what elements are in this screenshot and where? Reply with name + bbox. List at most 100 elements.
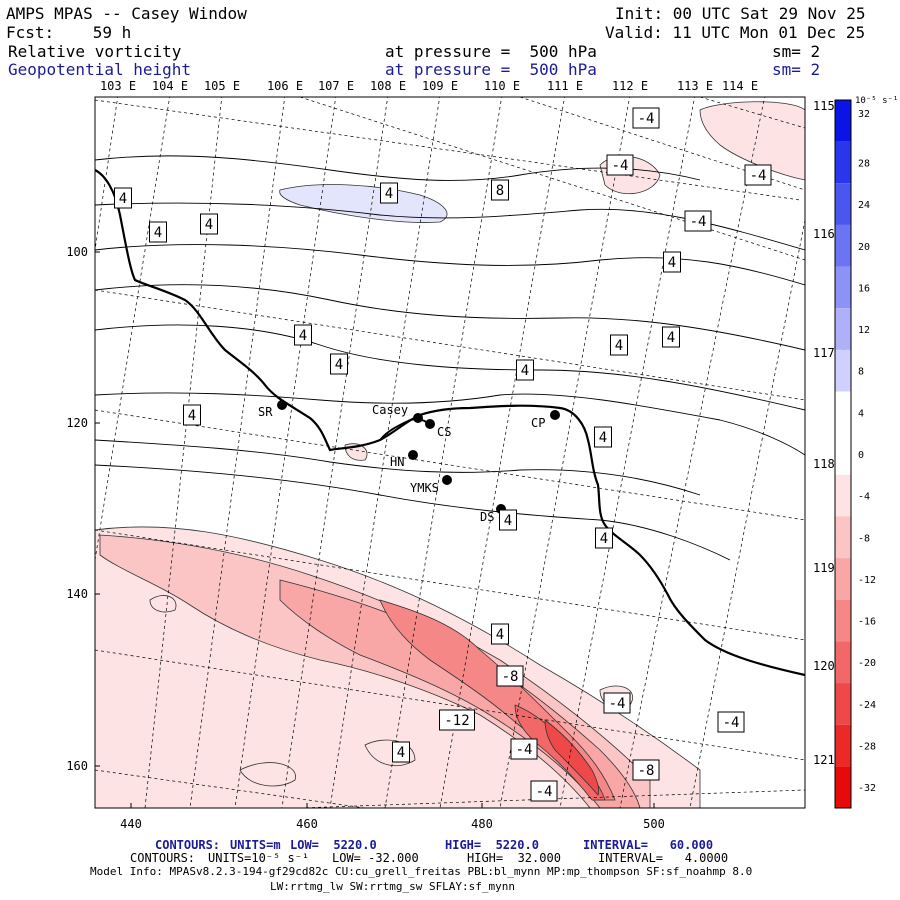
svg-text:4: 4 bbox=[335, 357, 343, 373]
colorbar-tick: -12 bbox=[858, 575, 876, 586]
coastline bbox=[95, 169, 805, 677]
colorbar: 32 28 24 20 16 12 8 4 0 -4 -8 -12 -16 -20 -24 -28 -32 bbox=[834, 99, 876, 809]
contour-label: 4 bbox=[491, 623, 509, 645]
colorbar-tick: 24 bbox=[858, 200, 870, 211]
colorbar-swatch bbox=[835, 516, 851, 559]
footer-c1-high: HIGH= 5220.0 bbox=[445, 838, 539, 852]
colorbar-swatch bbox=[835, 183, 851, 225]
svg-text:4: 4 bbox=[504, 513, 512, 529]
vorticity-fill-neg24 bbox=[544, 719, 600, 796]
top-lon-label: 107 E bbox=[318, 79, 354, 93]
colorbar-swatch bbox=[835, 683, 851, 725]
colorbar-swatch bbox=[835, 100, 851, 142]
plot-area bbox=[95, 97, 805, 808]
station-label-ymks: YMKS bbox=[410, 481, 439, 495]
colorbar-swatch bbox=[835, 266, 851, 309]
contour-label: -4 bbox=[684, 210, 712, 232]
footer-c2-interval: INTERVAL= 4.0000 bbox=[598, 851, 729, 865]
station-label-ds: DS bbox=[480, 510, 494, 524]
svg-text:4: 4 bbox=[521, 363, 529, 379]
contour-label: 4 bbox=[149, 221, 167, 243]
colorbar-swatch bbox=[835, 308, 851, 350]
svg-text:-4: -4 bbox=[612, 158, 629, 174]
contour-label: 4 bbox=[330, 353, 348, 375]
colorbar-swatch bbox=[835, 766, 851, 808]
left-axis-label: 100 bbox=[66, 245, 88, 259]
colorbar-swatch bbox=[835, 349, 851, 392]
station-label-casey: Casey bbox=[372, 403, 408, 417]
svg-text:4: 4 bbox=[496, 627, 504, 643]
colorbar-tick: -8 bbox=[858, 533, 870, 544]
top-lon-label: 104 E bbox=[152, 79, 188, 93]
colorbar-tick: 8 bbox=[858, 367, 864, 378]
svg-text:-4: -4 bbox=[638, 111, 655, 127]
contour-label: 4 bbox=[380, 182, 398, 204]
colorbar-tick: 4 bbox=[858, 408, 864, 419]
bottom-axis-label: 500 bbox=[643, 817, 665, 831]
contour-label: -4 bbox=[510, 738, 538, 760]
contour-label: 4 bbox=[200, 213, 218, 235]
station-dot-ymks bbox=[442, 475, 452, 485]
svg-text:4: 4 bbox=[205, 217, 213, 233]
bottom-axis-label: 480 bbox=[471, 817, 493, 831]
vorticity-fill-neg8 bbox=[99, 534, 651, 808]
svg-text:4: 4 bbox=[154, 225, 162, 241]
svg-text:-4: -4 bbox=[516, 742, 533, 758]
top-lon-label: 103 E bbox=[100, 79, 136, 93]
contour-label: 4 bbox=[610, 334, 628, 356]
contour-label: 4 bbox=[663, 251, 681, 273]
station-label-cp: CP bbox=[531, 416, 545, 430]
top-lon-label: 114 E bbox=[722, 79, 758, 93]
colorbar-tick: -4 bbox=[858, 492, 870, 503]
contour-label: -4 bbox=[744, 164, 772, 186]
svg-text:4: 4 bbox=[668, 255, 676, 271]
top-lon-label: 110 E bbox=[484, 79, 520, 93]
svg-text:4: 4 bbox=[119, 191, 127, 207]
colorbar-tick: -32 bbox=[858, 783, 876, 794]
svg-text:-8: -8 bbox=[638, 763, 655, 779]
svg-text:4: 4 bbox=[188, 408, 196, 424]
svg-text:-8: -8 bbox=[502, 669, 519, 685]
svg-text:4: 4 bbox=[600, 531, 608, 547]
footer-c2-units: UNITS=10⁻⁵ s⁻¹ bbox=[208, 851, 310, 865]
top-lon-label: 112 E bbox=[612, 79, 648, 93]
footer-c2-label: CONTOURS: bbox=[130, 851, 196, 865]
contour-label: 4 bbox=[595, 527, 613, 549]
colorbar-swatch bbox=[835, 599, 851, 642]
colorbar-swatch bbox=[835, 558, 851, 600]
contour-label: -8 bbox=[496, 665, 524, 687]
field1-level: at pressure = 500 hPa bbox=[385, 42, 597, 61]
valid-time: Valid: 11 UTC Mon 01 Dec 25 bbox=[605, 23, 866, 42]
left-axis-label: 140 bbox=[66, 587, 88, 601]
vorticity-fill-neg4d bbox=[239, 762, 296, 787]
station-labels: SR Casey CS CP HN YMKS DS bbox=[258, 403, 545, 524]
station-label-hn: HN bbox=[390, 455, 404, 469]
station-dot-sr bbox=[277, 400, 287, 410]
colorbar-swatch bbox=[835, 474, 851, 517]
forecast-hour: Fcst: 59 h bbox=[6, 23, 132, 42]
vorticity-fill-pos8 bbox=[279, 184, 448, 223]
svg-text:4: 4 bbox=[397, 745, 405, 761]
station-label-sr: SR bbox=[258, 405, 273, 419]
coastline-inlet bbox=[379, 418, 431, 441]
top-lon-label: 109 E bbox=[422, 79, 458, 93]
footer-c2-low: LOW= -32.000 bbox=[332, 851, 419, 865]
station-label-cs: CS bbox=[437, 425, 451, 439]
contour-label: 4 bbox=[392, 741, 410, 763]
top-lon-label: 108 E bbox=[370, 79, 406, 93]
footer-c1-units: UNITS=m bbox=[230, 838, 281, 852]
colorbar-tick: 28 bbox=[858, 158, 870, 169]
svg-text:-4: -4 bbox=[750, 168, 767, 184]
bottom-axis-label: 460 bbox=[296, 817, 318, 831]
field2-name: Geopotential height bbox=[8, 60, 192, 79]
colorbar-tick: -24 bbox=[858, 700, 876, 711]
left-axis-label: 160 bbox=[66, 759, 88, 773]
contour-lines bbox=[95, 155, 805, 561]
footer-c2-high: HIGH= 32.000 bbox=[467, 851, 561, 865]
init-time: Init: 00 UTC Sat 29 Nov 25 bbox=[615, 4, 866, 23]
colorbar-swatch bbox=[835, 433, 851, 475]
colorbar-swatch bbox=[835, 391, 851, 434]
contour-label: -4 bbox=[530, 780, 558, 802]
model-info: Model Info: MPASv8.2.3-194-gf29cd82c CU:… bbox=[90, 865, 753, 878]
